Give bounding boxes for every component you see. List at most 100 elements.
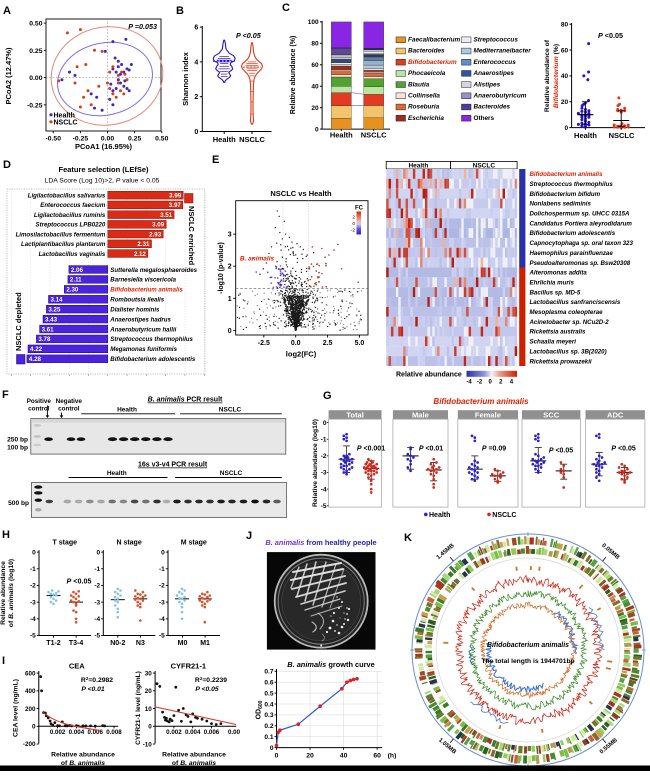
svg-text:B. animalis from healthy peopl: B. animalis from healthy people — [265, 538, 376, 547]
svg-text:Negative: Negative — [56, 398, 83, 405]
svg-text:Ligilactobacillus salivarius: Ligilactobacillus salivarius — [28, 193, 106, 200]
svg-text:-2: -2 — [94, 583, 100, 590]
svg-text:0.1: 0.1 — [264, 734, 273, 741]
svg-text:200: 200 — [25, 706, 36, 713]
svg-text:Health: Health — [429, 512, 450, 519]
svg-text:R2=0.2239: R2=0.2239 — [195, 676, 227, 685]
svg-text:-0.25: -0.25 — [27, 102, 43, 109]
svg-text:4.22: 4.22 — [30, 346, 43, 353]
svg-text:0: 0 — [270, 745, 274, 752]
svg-text:0.002: 0.002 — [50, 729, 66, 736]
svg-text:P <0.001: P <0.001 — [357, 446, 385, 453]
svg-text:100 bp: 100 bp — [7, 445, 28, 452]
svg-text:Lactiplantibacillus plantarum: Lactiplantibacillus plantarum — [21, 241, 106, 248]
svg-text:Health: Health — [117, 407, 137, 414]
svg-text:0: 0 — [148, 724, 152, 731]
svg-text:K: K — [404, 532, 412, 544]
svg-text:-200: -200 — [23, 741, 36, 748]
svg-text:Positive: Positive — [27, 398, 52, 405]
svg-text:0.006: 0.006 — [204, 729, 220, 736]
svg-text:10: 10 — [145, 706, 153, 713]
svg-text:Sutterella megalosphaeroides: Sutterella megalosphaeroides — [110, 267, 197, 274]
svg-text:-2: -2 — [477, 380, 483, 386]
svg-text:B. animalis growth curve: B. animalis growth curve — [287, 660, 375, 669]
svg-text:Bacteroides: Bacteroides — [408, 48, 445, 55]
svg-text:Relative abundance: Relative abundance — [51, 752, 115, 759]
svg-text:Limosilactobacillus fermentum: Limosilactobacillus fermentum — [16, 231, 106, 238]
svg-text:-1: -1 — [94, 566, 100, 573]
svg-text:Streptococcus: Streptococcus — [474, 37, 519, 44]
svg-text:Male: Male — [412, 411, 429, 420]
svg-text:0.0: 0.0 — [291, 340, 301, 347]
svg-text:100: 100 — [308, 19, 319, 26]
svg-text:0: 0 — [352, 221, 355, 227]
svg-text:Bifidobacterium animalis: Bifidobacterium animalis — [530, 171, 604, 178]
svg-text:-0.50: -0.50 — [46, 136, 62, 143]
svg-text:2.06: 2.06 — [71, 267, 84, 274]
svg-text:3.97: 3.97 — [169, 202, 182, 209]
svg-text:P <0.01: P <0.01 — [419, 446, 443, 453]
svg-text:NSCLC: NSCLC — [239, 135, 265, 144]
svg-text:CEA level (ng/mL): CEA level (ng/mL) — [13, 679, 20, 737]
svg-text:Health: Health — [574, 131, 597, 140]
svg-text:Anaerobutyricum hallii: Anaerobutyricum hallii — [109, 326, 176, 333]
svg-text:PCoA2 (12.47%): PCoA2 (12.47%) — [4, 47, 13, 105]
svg-text:H: H — [2, 529, 10, 541]
svg-text:2: 2 — [194, 94, 198, 101]
svg-text:Bacteroides: Bacteroides — [474, 104, 511, 111]
svg-text:Alistipes: Alistipes — [473, 81, 501, 88]
svg-text:3.61: 3.61 — [42, 326, 55, 333]
svg-text:-1: -1 — [30, 566, 36, 573]
svg-text:Bifidobacterium: Bifidobacterium — [408, 59, 457, 66]
svg-text:N0-2: N0-2 — [110, 640, 125, 647]
svg-text:Escherichia: Escherichia — [408, 115, 444, 122]
svg-text:Total: Total — [346, 411, 364, 420]
svg-text:60: 60 — [561, 47, 569, 54]
svg-text:Blautia: Blautia — [408, 81, 430, 88]
svg-text:P <0.05: P <0.05 — [598, 31, 623, 40]
svg-text:-5: -5 — [321, 503, 327, 510]
svg-text:Bifidobacterium bifidum: Bifidobacterium bifidum — [530, 191, 601, 198]
svg-text:-4: -4 — [466, 380, 472, 386]
svg-text:0.002: 0.002 — [166, 729, 182, 736]
svg-text:Bacillus sp. MD-5: Bacillus sp. MD-5 — [530, 289, 581, 296]
svg-text:Mesoplasma coleopterae: Mesoplasma coleopterae — [530, 309, 604, 316]
svg-text:PCoA1 (16.95%): PCoA1 (16.95%) — [75, 142, 133, 151]
svg-text:0.50: 0.50 — [155, 136, 168, 143]
svg-text:Shannon index: Shannon index — [181, 51, 190, 106]
svg-text:-log10 (p-value): -log10 (p-value) — [218, 242, 225, 294]
svg-text:Relative abundance (%): Relative abundance (%) — [290, 36, 297, 115]
svg-text:3: 3 — [228, 232, 232, 239]
svg-text:0.004: 0.004 — [185, 729, 201, 736]
svg-text:Roseburia: Roseburia — [408, 104, 440, 111]
svg-text:3.99: 3.99 — [169, 193, 182, 200]
svg-text:T1-2: T1-2 — [46, 640, 61, 647]
svg-text:Health: Health — [408, 163, 428, 170]
svg-text:-1: -1 — [321, 436, 327, 443]
svg-text:Pseudoalteromonas sp. Bsw20308: Pseudoalteromonas sp. Bsw20308 — [530, 260, 631, 267]
svg-text:-4: -4 — [94, 616, 100, 623]
svg-text:Dialister hominis: Dialister hominis — [110, 306, 160, 313]
svg-text:CYFR21-1: CYFR21-1 — [171, 662, 206, 671]
svg-text:40: 40 — [340, 752, 348, 759]
svg-text:P =0.09: P =0.09 — [482, 446, 506, 453]
svg-text:Relative abundance: Relative abundance — [396, 372, 462, 379]
svg-text:Faecalibacterium: Faecalibacterium — [408, 37, 461, 44]
svg-text:Streptococcus thermophilus: Streptococcus thermophilus — [110, 336, 193, 343]
svg-text:CEA: CEA — [69, 662, 85, 671]
svg-text:NSCLC vs Health: NSCLC vs Health — [270, 189, 332, 198]
svg-text:0: 0 — [228, 328, 232, 335]
svg-text:Schaalia meyeri: Schaalia meyeri — [530, 339, 577, 346]
svg-text:Anaerobutyricum: Anaerobutyricum — [473, 93, 527, 100]
svg-text:Enterococcus faecium: Enterococcus faecium — [40, 202, 106, 209]
svg-text:-10: -10 — [143, 741, 153, 748]
svg-text:0.5: 0.5 — [264, 690, 273, 697]
svg-text:80: 80 — [311, 41, 319, 48]
svg-text:30: 30 — [145, 670, 153, 677]
svg-text:NSCLC enriched: NSCLC enriched — [187, 206, 196, 266]
svg-text:control: control — [28, 406, 50, 413]
svg-text:Collinsella: Collinsella — [408, 93, 440, 100]
svg-text:0.50: 0.50 — [29, 21, 42, 28]
svg-text:M stage: M stage — [181, 540, 207, 547]
svg-text:Capnocytophaga sp. oral taxon: Capnocytophaga sp. oral taxon 323 — [530, 240, 634, 247]
